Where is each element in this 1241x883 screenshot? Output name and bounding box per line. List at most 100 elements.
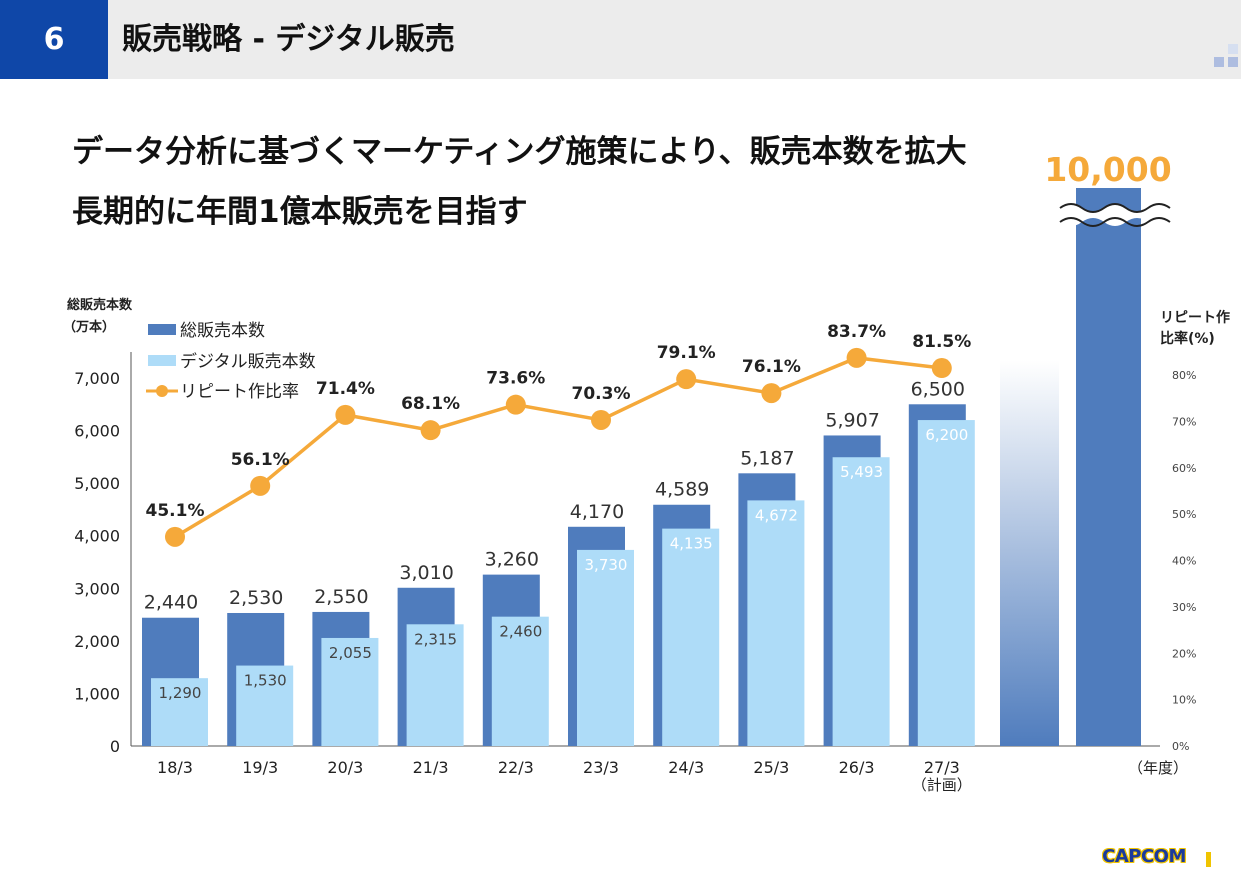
y-right-tick-label: 20% <box>1172 647 1196 660</box>
bar-digital <box>662 528 720 746</box>
repeat-rate-point <box>761 383 782 404</box>
repeat-rate-label: 79.1% <box>657 343 716 363</box>
bar-target <box>1076 188 1141 746</box>
axis-break-line-top <box>1059 203 1171 213</box>
repeat-rate-point <box>165 526 185 547</box>
y-right-tick-label: 70% <box>1172 415 1196 428</box>
repeat-rate-label: 73.6% <box>486 369 545 389</box>
bar-digital <box>491 616 549 746</box>
bar-total-label: 5,187 <box>740 447 794 469</box>
bar-digital <box>236 665 294 746</box>
repeat-rate-point <box>335 404 356 425</box>
bar-digital-label: 2,055 <box>329 644 372 662</box>
bar-digital-label: 3,730 <box>585 556 628 574</box>
bar-digital-label: 4,135 <box>670 535 713 553</box>
axis-break-line-bottom <box>1059 217 1171 227</box>
y-left-axis-unit: （万本） <box>63 319 115 335</box>
bar-digital <box>747 500 805 746</box>
y-left-tick-label: 7,000 <box>74 369 120 388</box>
x-tick-label: 20/3 <box>327 758 363 777</box>
y-right-tick-label: 40% <box>1172 555 1196 568</box>
bar-digital <box>577 549 634 746</box>
repeat-rate-point <box>846 347 867 368</box>
legend-swatch-total <box>148 324 176 335</box>
legend-label-repeat: リピート作比率 <box>180 382 299 402</box>
x-tick-label: 25/3 <box>753 758 789 777</box>
bar-digital <box>832 457 890 746</box>
y-left-tick-label: 3,000 <box>74 579 120 598</box>
x-tick-label: 23/3 <box>583 758 619 777</box>
repeat-rate-line <box>174 356 943 539</box>
y-left-tick-label: 4,000 <box>74 527 120 546</box>
repeat-rate-label: 76.1% <box>742 357 801 377</box>
y-right-tick-label: 60% <box>1172 462 1196 475</box>
y-right-tick-label: 10% <box>1172 694 1196 707</box>
bar-digital <box>406 624 464 746</box>
bar-digital-label: 1,290 <box>159 684 202 702</box>
headline-line-1: データ分析に基づくマーケティング施策により、販売本数を拡大 <box>72 134 967 170</box>
header-bar: 6 販売戦略 - デジタル販売 <box>0 0 1241 79</box>
slide-title: 販売戦略 - デジタル販売 <box>122 22 455 57</box>
page-number: 6 <box>0 0 108 79</box>
y-right-axis-unit: 比率(%) <box>1160 330 1215 347</box>
y-right-tick-label: 50% <box>1172 508 1196 521</box>
y-left-tick-label: 6,000 <box>74 422 120 441</box>
y-left-tick-label: 1,000 <box>74 684 120 703</box>
x-tick-label: 27/3 <box>924 758 960 777</box>
repeat-rate-point <box>591 409 611 430</box>
x-tick-label: 24/3 <box>668 758 704 777</box>
bar-digital-label: 5,493 <box>840 463 883 481</box>
bar-total-label: 6,500 <box>911 378 965 400</box>
x-axis-label: （年度） <box>1128 759 1188 777</box>
y-left-axis-label: 総販売本数 <box>67 297 133 313</box>
bar-future-fade <box>1000 360 1059 746</box>
y-right-tick-label: 30% <box>1172 601 1196 614</box>
repeat-rate-point <box>931 358 952 379</box>
legend-label-total: 総販売本数 <box>180 321 265 341</box>
repeat-rate-point <box>250 475 271 496</box>
bar-total-label: 2,530 <box>229 587 283 609</box>
target-label: 10,000 <box>1044 150 1171 189</box>
repeat-rate-label: 81.5% <box>912 332 971 352</box>
repeat-rate-point <box>505 394 526 415</box>
bar-total-label: 5,907 <box>825 409 879 431</box>
bar-digital-label: 1,530 <box>244 672 287 690</box>
y-left-tick-label: 2,000 <box>74 632 120 651</box>
bar-digital <box>321 637 379 746</box>
bar-total-label: 2,440 <box>144 592 198 614</box>
bar-total-label: 3,010 <box>399 562 453 584</box>
legend-swatch-repeat-dot <box>156 385 168 397</box>
x-tick-label: 18/3 <box>157 758 193 777</box>
y-right-tick-label: 0% <box>1172 740 1189 753</box>
y-right-tick-label: 80% <box>1172 369 1196 382</box>
y-left-tick-label: 0 <box>110 737 120 756</box>
logo-accent-bar <box>1206 852 1211 867</box>
x-tick-note: （計画） <box>912 776 972 794</box>
repeat-rate-label: 83.7% <box>827 322 886 342</box>
axis-break-fill <box>1060 204 1170 226</box>
x-tick-label: 26/3 <box>839 758 875 777</box>
bar-digital-label: 4,672 <box>755 506 798 524</box>
bar-total-label: 3,260 <box>485 549 539 571</box>
legend-swatch-digital <box>148 355 176 366</box>
bar-digital-label: 6,200 <box>925 426 968 444</box>
repeat-rate-point <box>676 369 697 390</box>
repeat-rate-label: 56.1% <box>231 450 290 470</box>
repeat-rate-label: 70.3% <box>572 384 631 404</box>
bar-digital <box>917 420 975 746</box>
x-tick-label: 21/3 <box>413 758 449 777</box>
repeat-rate-label: 71.4% <box>316 379 375 399</box>
y-left-tick-label: 5,000 <box>74 474 120 493</box>
bar-digital <box>151 678 208 746</box>
bar-total-label: 4,589 <box>655 479 709 501</box>
repeat-rate-label: 45.1% <box>146 501 205 521</box>
bar-digital-label: 2,460 <box>499 623 542 641</box>
x-tick-label: 22/3 <box>498 758 534 777</box>
repeat-rate-label: 68.1% <box>401 394 460 414</box>
x-tick-label: 19/3 <box>242 758 278 777</box>
bar-total-label: 2,550 <box>314 586 368 608</box>
bar-digital-label: 2,315 <box>414 630 457 648</box>
capcom-logo: CAPCOM <box>1102 846 1186 867</box>
bar-total-label: 4,170 <box>570 501 624 523</box>
